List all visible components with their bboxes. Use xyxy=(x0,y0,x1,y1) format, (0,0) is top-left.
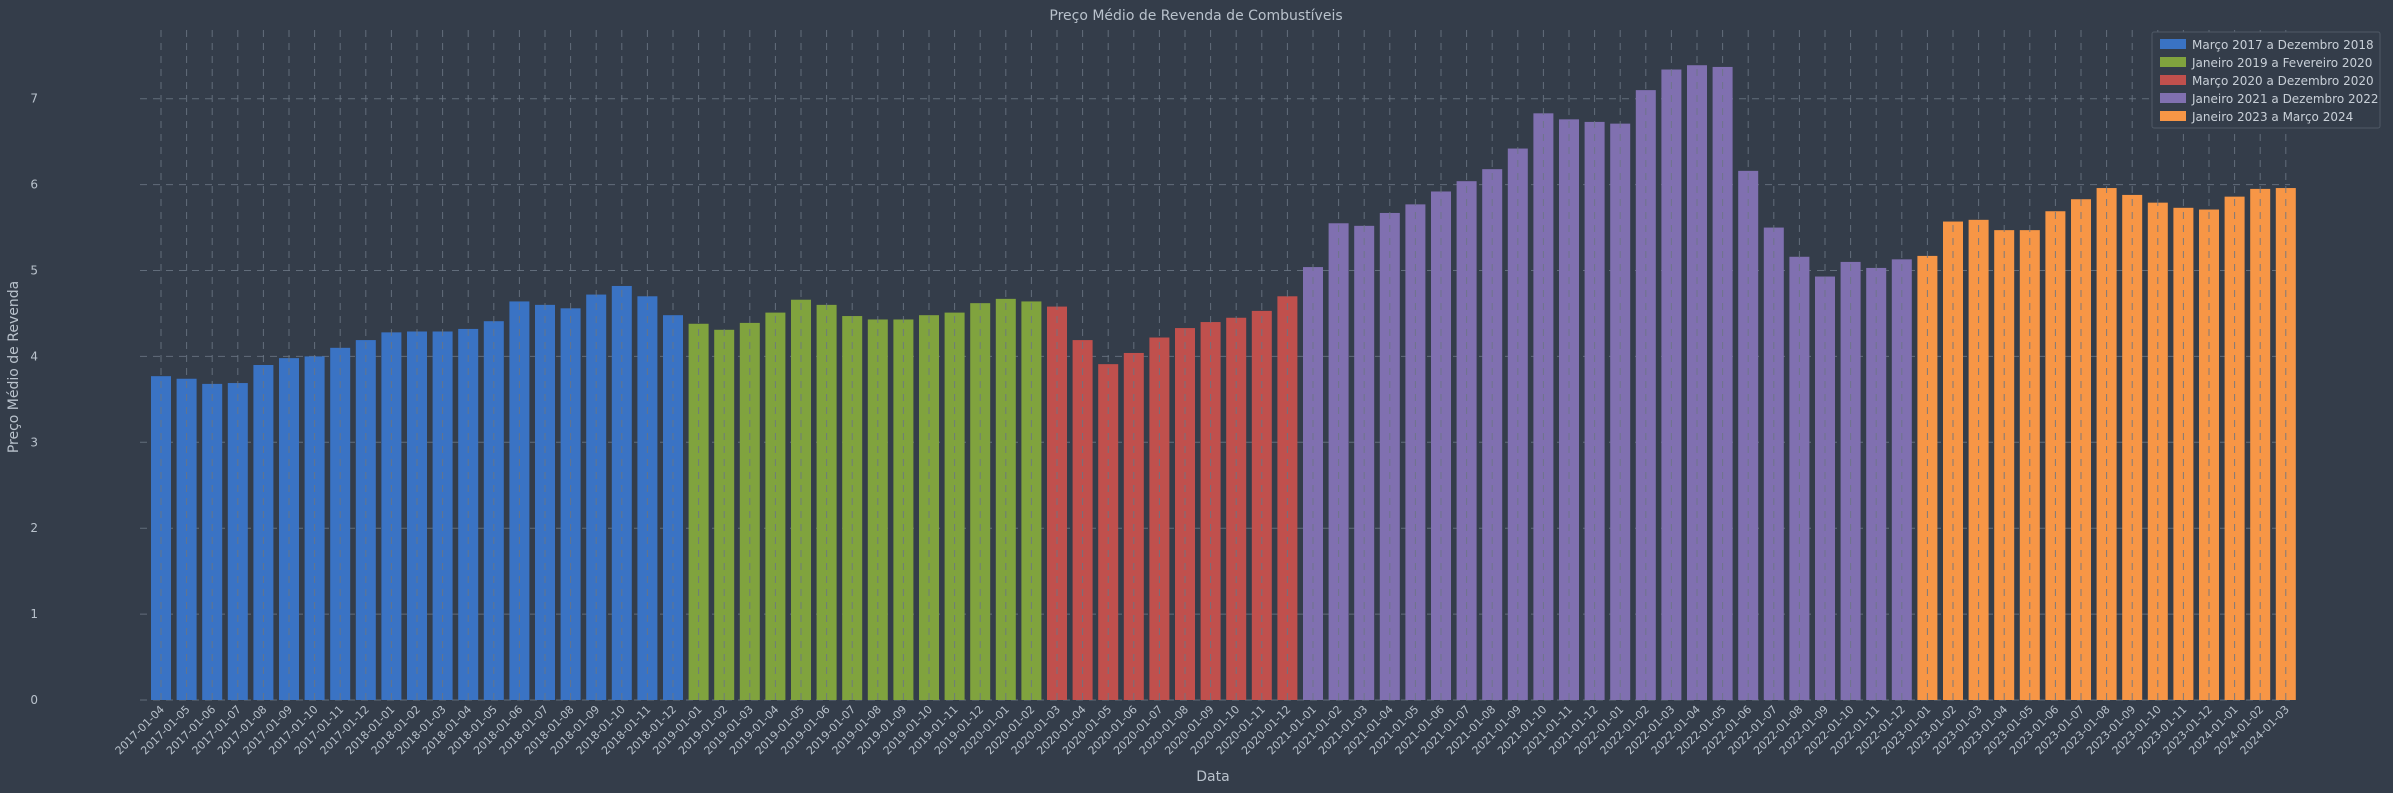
legend-entry: Janeiro 2021 a Dezembro 2022 xyxy=(2160,92,2379,106)
y-tick-label: 2 xyxy=(30,521,38,535)
legend-entry: Março 2017 a Dezembro 2018 xyxy=(2160,38,2374,52)
bar-2021-01-04 xyxy=(1379,212,1400,700)
legend-entry: Janeiro 2023 a Março 2024 xyxy=(2160,110,2353,124)
legend-box xyxy=(2151,31,2381,129)
y-tick-label: 0 xyxy=(30,693,38,707)
legend: Março 2017 a Dezembro 2018 Janeiro 2019 … xyxy=(2151,31,2381,129)
y-tick-label: 3 xyxy=(30,435,38,449)
bar-2021-01-07 xyxy=(1456,181,1477,700)
bar-2024-01-03 xyxy=(2275,188,2296,701)
bar-2017-01-12 xyxy=(355,340,376,700)
bar-2019-01-09 xyxy=(893,319,914,700)
bar-2018-01-09 xyxy=(586,294,607,700)
legend-entry: Março 2020 a Dezembro 2020 xyxy=(2160,74,2374,88)
bar-2020-01-05 xyxy=(1098,364,1119,700)
bar-2023-01-12 xyxy=(2199,209,2219,700)
legend-label-3: Março 2020 a Dezembro 2020 xyxy=(2192,74,2374,88)
bar-2023-01-06 xyxy=(2045,211,2066,700)
bar-2020-01-10 xyxy=(1226,317,1247,700)
bar-2018-01-12 xyxy=(663,315,683,700)
bar-2022-01-11 xyxy=(1866,267,1887,700)
bar-2018-01-10 xyxy=(611,285,632,700)
bar-2017-01-08 xyxy=(253,365,274,700)
bar-2021-01-01 xyxy=(1303,267,1323,700)
legend-label-4: Janeiro 2021 a Dezembro 2022 xyxy=(2191,92,2379,106)
legend-label-5: Janeiro 2023 a Março 2024 xyxy=(2191,110,2353,124)
bar-2018-01-05 xyxy=(483,321,504,700)
legend-swatch-4 xyxy=(2160,93,2186,103)
bar-2022-01-10 xyxy=(1840,261,1861,700)
bar-2020-01-04 xyxy=(1072,340,1093,700)
y-tick-label: 7 xyxy=(30,92,38,106)
bar-2023-01-11 xyxy=(2173,207,2194,701)
legend-entry: Janeiro 2019 a Fevereiro 2020 xyxy=(2160,56,2372,70)
bar-2019-01-10 xyxy=(919,315,939,700)
y-tick-label: 1 xyxy=(30,607,38,621)
legend-swatch-3 xyxy=(2160,75,2186,85)
bar-2020-01-11 xyxy=(1251,310,1272,700)
legend-swatch-5 xyxy=(2160,111,2186,121)
legend-swatch-2 xyxy=(2160,57,2186,67)
bar-2020-01-07 xyxy=(1149,337,1170,700)
y-tick-label: 4 xyxy=(30,349,38,363)
legend-label-1: Março 2017 a Dezembro 2018 xyxy=(2192,38,2374,52)
legend-swatch-1 xyxy=(2160,39,2186,49)
y-tick-labels: 0 1 2 3 4 5 6 7 xyxy=(30,92,38,707)
y-axis-label: Preço Médio de Revenda xyxy=(6,281,22,453)
bar-2019-01-08 xyxy=(867,319,888,700)
bar-2017-01-11 xyxy=(330,347,351,700)
bar-2023-01-08 xyxy=(2096,188,2117,701)
chart-title: Preço Médio de Revenda de Combustíveis xyxy=(1049,8,1342,24)
y-tick-label: 6 xyxy=(30,178,38,192)
legend-label-2: Janeiro 2019 a Fevereiro 2020 xyxy=(2191,56,2372,70)
bar-2022-01-12 xyxy=(1891,259,1912,700)
bar-2021-01-10 xyxy=(1533,113,1554,701)
x-axis-label: Data xyxy=(1196,769,1229,785)
bar-2021-01-06 xyxy=(1431,191,1451,700)
y-tick-label: 5 xyxy=(30,264,38,278)
bar-2019-01-07 xyxy=(842,316,863,700)
bar-2019-01-11 xyxy=(944,312,965,700)
bar-2019-01-04 xyxy=(765,312,786,700)
bar-2024-01-02 xyxy=(2250,188,2271,700)
